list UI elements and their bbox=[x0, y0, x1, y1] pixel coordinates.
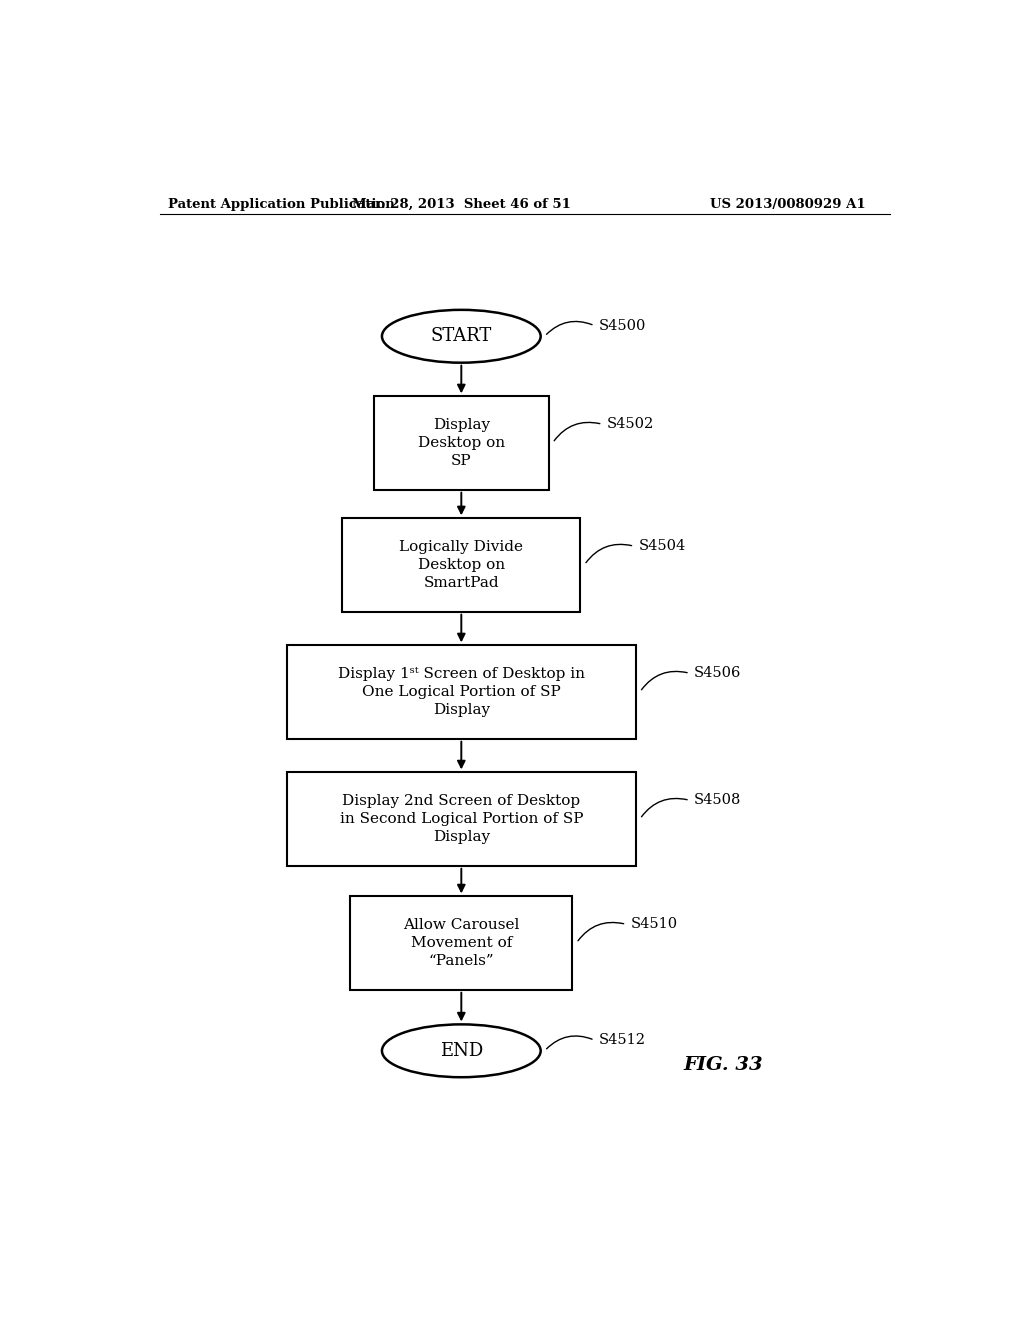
Text: S4508: S4508 bbox=[694, 793, 741, 808]
Text: US 2013/0080929 A1: US 2013/0080929 A1 bbox=[711, 198, 866, 211]
Ellipse shape bbox=[382, 310, 541, 363]
Text: Allow Carousel
Movement of
“Panels”: Allow Carousel Movement of “Panels” bbox=[403, 917, 519, 969]
FancyBboxPatch shape bbox=[287, 645, 636, 739]
Text: FIG. 33: FIG. 33 bbox=[684, 1056, 763, 1074]
Text: Display
Desktop on
SP: Display Desktop on SP bbox=[418, 417, 505, 469]
Text: S4504: S4504 bbox=[638, 540, 685, 553]
Text: Display 2nd Screen of Desktop
in Second Logical Portion of SP
Display: Display 2nd Screen of Desktop in Second … bbox=[340, 793, 583, 845]
Text: S4512: S4512 bbox=[599, 1034, 645, 1047]
Ellipse shape bbox=[382, 1024, 541, 1077]
FancyBboxPatch shape bbox=[287, 772, 636, 866]
Text: Mar. 28, 2013  Sheet 46 of 51: Mar. 28, 2013 Sheet 46 of 51 bbox=[352, 198, 570, 211]
FancyBboxPatch shape bbox=[350, 896, 572, 990]
Text: Display 1ˢᵗ Screen of Desktop in
One Logical Portion of SP
Display: Display 1ˢᵗ Screen of Desktop in One Log… bbox=[338, 667, 585, 717]
Text: Patent Application Publication: Patent Application Publication bbox=[168, 198, 394, 211]
Text: S4500: S4500 bbox=[599, 318, 646, 333]
Text: START: START bbox=[431, 327, 492, 346]
Text: Logically Divide
Desktop on
SmartPad: Logically Divide Desktop on SmartPad bbox=[399, 540, 523, 590]
Text: S4510: S4510 bbox=[631, 917, 678, 932]
Text: END: END bbox=[439, 1041, 483, 1060]
Text: S4502: S4502 bbox=[606, 417, 653, 432]
FancyBboxPatch shape bbox=[374, 396, 549, 490]
Text: S4506: S4506 bbox=[694, 667, 741, 680]
FancyBboxPatch shape bbox=[342, 519, 581, 611]
